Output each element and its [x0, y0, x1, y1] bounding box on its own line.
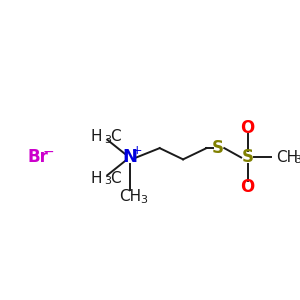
Text: +: +: [132, 143, 142, 157]
Text: 3: 3: [104, 135, 111, 145]
Text: O: O: [241, 118, 255, 136]
Text: −: −: [42, 145, 54, 159]
Text: S: S: [212, 139, 224, 157]
Text: H: H: [90, 171, 102, 186]
Text: C: C: [110, 171, 121, 186]
Text: CH: CH: [276, 150, 298, 165]
Text: N: N: [122, 148, 137, 166]
Text: 3: 3: [104, 176, 111, 186]
Text: O: O: [241, 178, 255, 196]
Text: 3: 3: [295, 155, 300, 165]
Text: 3: 3: [140, 195, 147, 205]
Text: Br: Br: [28, 148, 49, 166]
Text: S: S: [242, 148, 254, 166]
Text: CH: CH: [118, 189, 141, 204]
Text: H: H: [90, 129, 102, 144]
Text: C: C: [110, 129, 121, 144]
